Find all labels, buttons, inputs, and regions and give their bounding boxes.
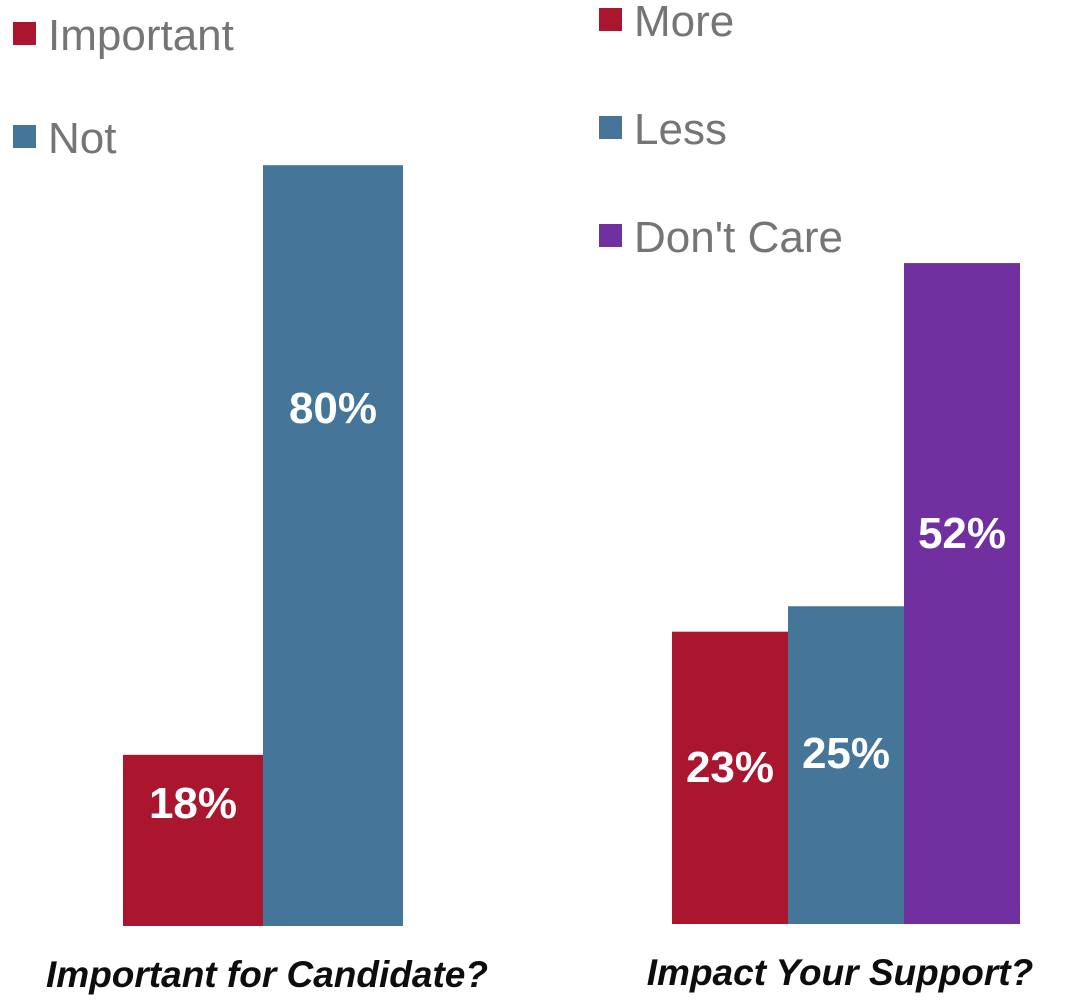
chart-important-data-label-1: 80% — [289, 384, 377, 433]
chart-important-legend-swatch-1 — [13, 125, 36, 148]
chart-impact-title: Impact Your Support? — [647, 952, 1033, 993]
chart-impact-bar-1 — [788, 606, 904, 924]
chart-important-bar-0 — [123, 754, 263, 926]
chart-impact-bar-0 — [672, 631, 788, 924]
chart-impact-legend-label-1: Less — [634, 105, 727, 154]
chart-impact-legend-label-0: More — [634, 0, 734, 46]
chart-important-data-label-0: 18% — [149, 779, 237, 828]
chart-impact-legend-swatch-1 — [599, 116, 622, 139]
chart-impact-data-label-1: 25% — [802, 729, 890, 778]
chart-important-legend-label-0: Important — [48, 11, 234, 60]
chart-impact-legend-swatch-2 — [599, 224, 622, 247]
chart-impact-bar-2 — [904, 263, 1020, 925]
chart-impact-data-label-0: 23% — [686, 743, 774, 792]
chart-impact-legend-swatch-0 — [599, 8, 622, 31]
chart-important-title: Important for Candidate? — [46, 954, 488, 995]
chart-important-legend-swatch-0 — [13, 22, 36, 45]
chart-important-legend-label-1: Not — [48, 114, 116, 163]
chart-impact-legend-label-2: Don't Care — [634, 213, 843, 262]
chart-impact-data-label-2: 52% — [918, 509, 1006, 558]
chart-important-bar-1 — [263, 165, 403, 926]
